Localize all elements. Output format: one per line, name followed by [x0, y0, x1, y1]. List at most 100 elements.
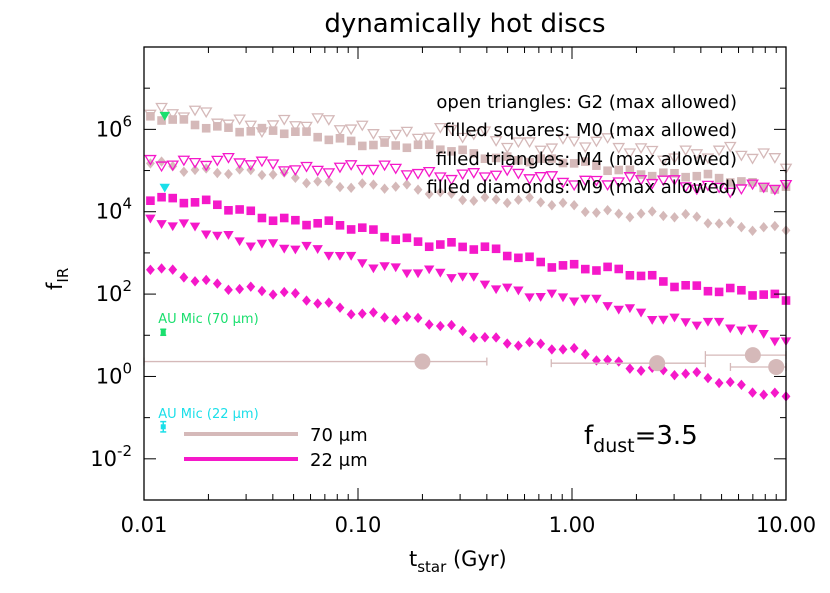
data-point: [692, 281, 702, 290]
data-point: [157, 263, 166, 274]
data-point: [759, 222, 769, 233]
au-mic-points: AU Mic (70 μm) AU Mic (22 μm): [158, 312, 259, 433]
data-point: [569, 342, 579, 354]
data-point: [478, 126, 492, 138]
data-point: [525, 252, 534, 262]
y-tick-label: 102: [96, 277, 132, 306]
data-point: [670, 212, 679, 223]
data-point: [212, 278, 222, 289]
data-point: [725, 324, 736, 334]
data-point: [446, 274, 457, 284]
data-point: [268, 216, 278, 226]
data-point: [290, 288, 300, 299]
data-point: [647, 171, 657, 181]
data-point: [556, 134, 570, 145]
data-point: [313, 218, 322, 228]
data-point: [201, 195, 211, 205]
data-point: [257, 213, 267, 223]
data-point: [725, 283, 735, 293]
data-point: [735, 150, 748, 162]
data-point: [291, 215, 300, 225]
data-point: [402, 143, 412, 153]
data-point: [157, 192, 166, 202]
data-point: [567, 180, 581, 192]
data-point: [514, 253, 523, 263]
data-point: [536, 197, 546, 208]
data-point: [257, 169, 267, 181]
data-point: [224, 206, 233, 215]
data-point: [703, 372, 713, 384]
data-point: [324, 176, 334, 187]
data-point: [580, 206, 590, 218]
data-markers: [144, 102, 793, 402]
chart-title: dynamically hot discs: [324, 9, 605, 39]
data-point: [145, 214, 156, 224]
data-point: [603, 354, 613, 366]
data-point: [433, 172, 447, 184]
data-point: [768, 184, 782, 196]
data-point: [558, 344, 568, 355]
series-22-filled-diamond: [146, 263, 791, 402]
data-point: [312, 245, 323, 254]
data-point: [313, 298, 323, 309]
x-tick-label: 0.10: [335, 513, 382, 537]
data-point: [567, 136, 581, 148]
data-point: [525, 337, 534, 348]
data-point: [155, 102, 168, 114]
data-point: [701, 180, 715, 192]
data-point: [736, 379, 746, 391]
data-point: [681, 172, 690, 182]
data-point: [714, 377, 724, 389]
data-point: [557, 293, 569, 303]
data-point: [357, 141, 367, 151]
data-point: [502, 251, 512, 261]
data-point: [333, 125, 347, 136]
legend-label: 22 μm: [310, 450, 368, 471]
data-point: [469, 332, 479, 343]
data-point: [536, 338, 546, 349]
au-mic-point: [160, 329, 166, 335]
data-point: [456, 132, 469, 144]
data-point: [636, 170, 646, 179]
data-point: [379, 262, 390, 272]
annotation: filled diamonds: M9 (max allowed): [426, 177, 737, 198]
data-point: [624, 304, 636, 314]
data-point: [224, 123, 233, 132]
data-point: [302, 295, 311, 306]
data-point: [447, 188, 456, 199]
data-point: [400, 126, 414, 138]
data-point: [534, 145, 548, 157]
data-point: [344, 124, 358, 136]
data-point: [188, 157, 202, 169]
data-point: [391, 181, 401, 192]
data-point: [692, 211, 702, 222]
data-point: [670, 168, 679, 178]
data-point: [525, 157, 534, 167]
data-point: [556, 177, 570, 189]
data-point: [357, 178, 367, 189]
data-point: [345, 251, 357, 261]
data-point: [469, 149, 479, 158]
data-point: [424, 242, 434, 252]
data-point: [480, 191, 490, 203]
data-point: [168, 161, 178, 172]
data-point: [547, 263, 557, 272]
data-point: [737, 285, 746, 295]
data-point: [213, 122, 222, 131]
data-point: [703, 169, 713, 179]
data-point: [748, 387, 757, 398]
data-point: [188, 105, 202, 117]
data-point: [770, 185, 780, 194]
data-point: [389, 163, 403, 175]
data-point: [378, 160, 391, 172]
data-point: [424, 319, 434, 330]
data-point: [235, 127, 244, 137]
data-point: [447, 147, 456, 156]
data-point: [146, 264, 155, 275]
data-point: [413, 312, 423, 324]
data-point: [578, 142, 592, 154]
data-point: [435, 186, 445, 198]
data-point: [166, 109, 180, 120]
series-22-open-triangle: [144, 152, 793, 199]
